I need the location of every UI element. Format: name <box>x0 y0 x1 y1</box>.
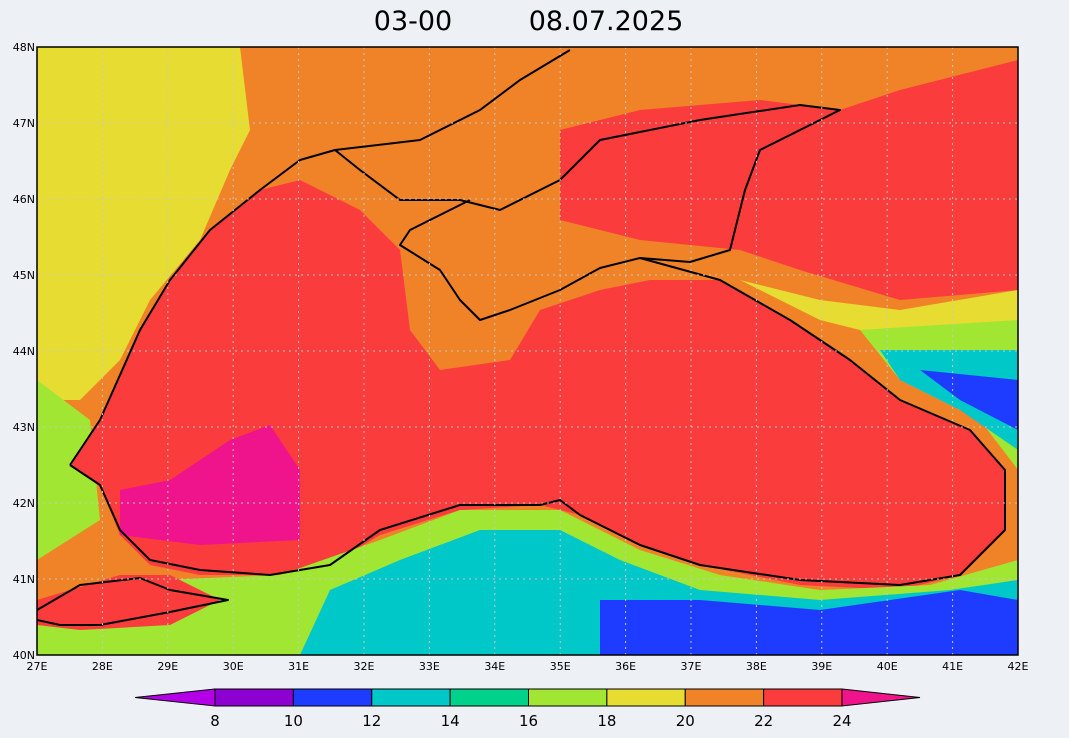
lat-label: 44N <box>13 345 35 358</box>
colorbar-label: 24 <box>832 712 851 730</box>
lat-label: 42N <box>13 497 35 510</box>
colorbar-label: 12 <box>362 712 381 730</box>
lon-label: 41E <box>942 660 963 673</box>
colorbar-box <box>449 688 529 707</box>
colorbar-box <box>684 688 765 707</box>
lon-label: 30E <box>223 660 244 673</box>
lat-label: 46N <box>13 193 35 206</box>
field-green-west <box>37 380 100 560</box>
lat-label: 45N <box>13 269 35 282</box>
lon-label: 31E <box>288 660 309 673</box>
colorbar-label: 18 <box>597 712 616 730</box>
coastline-marmara <box>37 577 229 626</box>
field-cyan-e <box>880 350 1018 450</box>
colorbar-box <box>292 688 373 707</box>
colorbar-label: 8 <box>210 712 220 730</box>
colorbar-box <box>371 688 451 707</box>
lon-label: 36E <box>615 660 636 673</box>
lon-label: 27E <box>27 660 48 673</box>
lon-label: 40E <box>877 660 898 673</box>
colorbar-arrow-high <box>841 688 921 707</box>
field-warm-core <box>120 425 300 545</box>
colorbar-box <box>214 688 294 707</box>
field-red-sea <box>70 180 1005 590</box>
colorbar-label: 16 <box>519 712 538 730</box>
field-red-marmara <box>37 575 220 630</box>
lat-label: 41N <box>13 573 35 586</box>
lon-label: 38E <box>746 660 767 673</box>
lat-label: 48N <box>13 41 35 54</box>
coastline-dnieper <box>334 49 571 151</box>
field-red-ne <box>560 60 1018 300</box>
lon-label: 32E <box>354 660 375 673</box>
map-frame <box>36 46 1019 656</box>
colorbar-label: 20 <box>676 712 695 730</box>
field-yellow-west <box>37 47 250 400</box>
lat-label: 43N <box>13 421 35 434</box>
colorbar-box <box>606 688 686 707</box>
lat-label: 47N <box>13 117 35 130</box>
lat-label: 40N <box>13 649 35 662</box>
colorbar-box <box>528 688 608 707</box>
lon-label: 33E <box>419 660 440 673</box>
coastline-south <box>69 257 1006 586</box>
colorbar-label: 10 <box>284 712 303 730</box>
lon-label: 28E <box>92 660 113 673</box>
lon-label: 29E <box>157 660 178 673</box>
lon-label: 35E <box>550 660 571 673</box>
lon-label: 34E <box>484 660 505 673</box>
field-blue-e <box>920 370 1018 430</box>
colorbar-label: 14 <box>441 712 460 730</box>
title-date: 08.07.2025 <box>529 6 684 37</box>
field-blue-s <box>600 590 1018 655</box>
colorbar-arrow-low <box>134 688 216 707</box>
colorbar-box <box>763 688 843 707</box>
lon-label: 42E <box>1008 660 1029 673</box>
field-orange-n <box>560 47 700 90</box>
field <box>37 47 1018 655</box>
colorbar-label: 22 <box>754 712 773 730</box>
lon-label: 39E <box>811 660 832 673</box>
lon-label: 37E <box>681 660 702 673</box>
coastline-north <box>69 104 841 466</box>
title-time: 03-00 <box>374 6 452 37</box>
colorbar: 8 10 12 14 16 18 20 22 24 <box>134 688 921 730</box>
